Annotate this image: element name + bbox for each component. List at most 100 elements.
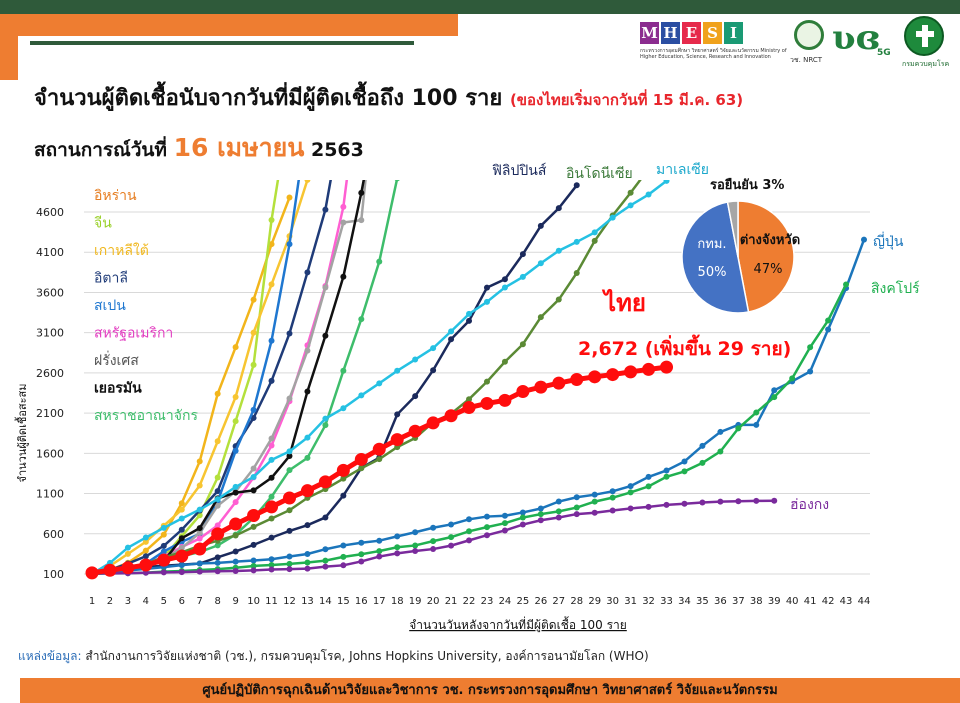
data-point xyxy=(735,498,742,505)
mhesi-letter-i: I xyxy=(724,22,743,44)
data-point xyxy=(196,506,203,513)
data-point xyxy=(466,516,473,523)
data-point xyxy=(124,550,131,557)
data-point xyxy=(412,356,419,363)
data-point xyxy=(304,454,311,461)
top-banner-orange xyxy=(0,14,458,36)
data-point xyxy=(286,194,293,201)
data-point xyxy=(430,538,437,545)
data-point xyxy=(519,251,526,258)
data-point xyxy=(501,276,508,283)
data-point xyxy=(250,329,257,336)
pie-slice xyxy=(726,200,739,258)
status-year: 2563 xyxy=(310,139,364,161)
data-point xyxy=(286,241,293,248)
data-point xyxy=(178,535,185,542)
data-point xyxy=(681,468,688,475)
data-point xyxy=(358,551,365,558)
data-point xyxy=(250,562,257,569)
y-tick-label: 4600 xyxy=(36,206,64,219)
data-point xyxy=(606,368,620,382)
data-point xyxy=(358,217,365,224)
data-point xyxy=(699,459,706,466)
data-point xyxy=(483,532,490,539)
series-label: มาเลเซีย xyxy=(656,162,709,178)
data-point xyxy=(663,180,670,184)
ddc-caption: กรมควบคุมโรค xyxy=(902,60,950,68)
data-point xyxy=(480,396,494,410)
data-point xyxy=(430,345,437,352)
data-point xyxy=(430,367,437,374)
data-point xyxy=(394,544,401,551)
data-point xyxy=(340,542,347,549)
data-point xyxy=(570,372,584,386)
mhesi-letter-e: E xyxy=(682,22,701,44)
data-point xyxy=(340,492,347,499)
data-point xyxy=(394,533,401,540)
data-point xyxy=(196,525,203,532)
data-point xyxy=(160,569,167,576)
data-point xyxy=(193,542,207,556)
data-point xyxy=(591,237,598,244)
data-point xyxy=(609,214,616,221)
chart-title: จำนวนผู้ติดเชื้อนับจากวันที่มีผู้ติดเชื้… xyxy=(34,80,743,115)
data-point xyxy=(376,548,383,555)
data-point xyxy=(286,507,293,514)
data-point xyxy=(196,458,203,465)
data-point xyxy=(322,514,329,521)
x-tick-label: 28 xyxy=(570,596,583,607)
series-label: ญี่ปุ่น xyxy=(873,232,904,250)
data-point xyxy=(430,524,437,531)
data-point xyxy=(160,531,167,538)
status-prefix: สถานการณ์วันที่ xyxy=(34,139,167,161)
x-tick-label: 23 xyxy=(481,596,494,607)
data-point xyxy=(322,546,329,553)
x-tick-label: 27 xyxy=(552,596,565,607)
x-tick-label: 29 xyxy=(588,596,601,607)
x-tick-label: 34 xyxy=(678,596,691,607)
data-point xyxy=(268,337,275,344)
data-point xyxy=(555,247,562,254)
data-point xyxy=(501,520,508,527)
legend-label: อิตาลี xyxy=(94,271,128,287)
data-point xyxy=(214,502,221,509)
data-point xyxy=(483,378,490,385)
data-point xyxy=(660,360,674,374)
data-point xyxy=(304,565,311,572)
data-point xyxy=(394,180,400,182)
x-tick-label: 42 xyxy=(822,596,835,607)
data-point xyxy=(358,316,365,323)
x-tick-label: 8 xyxy=(214,596,220,607)
data-point xyxy=(250,465,257,472)
data-point xyxy=(304,388,311,395)
data-point xyxy=(372,442,386,456)
data-point xyxy=(448,534,455,541)
pie-slice xyxy=(681,201,750,314)
data-point xyxy=(160,548,167,555)
data-point xyxy=(250,406,257,413)
data-point xyxy=(214,390,221,397)
footer-bar: ศูนย์ปฏิบัติการฉุกเฉินด้านวิจัยและวิชากา… xyxy=(20,678,960,703)
data-point xyxy=(412,529,419,536)
data-point xyxy=(645,503,652,510)
data-point xyxy=(663,467,670,474)
x-tick-label: 40 xyxy=(786,596,799,607)
data-point xyxy=(196,560,203,567)
data-point xyxy=(214,568,221,575)
data-point xyxy=(304,180,311,183)
data-point xyxy=(286,330,293,337)
data-point xyxy=(537,222,544,229)
data-point xyxy=(268,456,275,463)
mhesi-letter-h: H xyxy=(661,22,680,44)
data-point xyxy=(537,505,544,512)
data-point xyxy=(214,496,221,503)
ddc-cross-icon-h xyxy=(916,31,934,37)
data-point xyxy=(534,380,548,394)
data-point xyxy=(394,411,401,418)
x-tick-label: 10 xyxy=(247,596,260,607)
data-point xyxy=(124,544,131,551)
data-point xyxy=(519,521,526,528)
x-tick-label: 7 xyxy=(197,596,203,607)
data-point xyxy=(340,203,347,210)
x-tick-label: 12 xyxy=(283,596,296,607)
